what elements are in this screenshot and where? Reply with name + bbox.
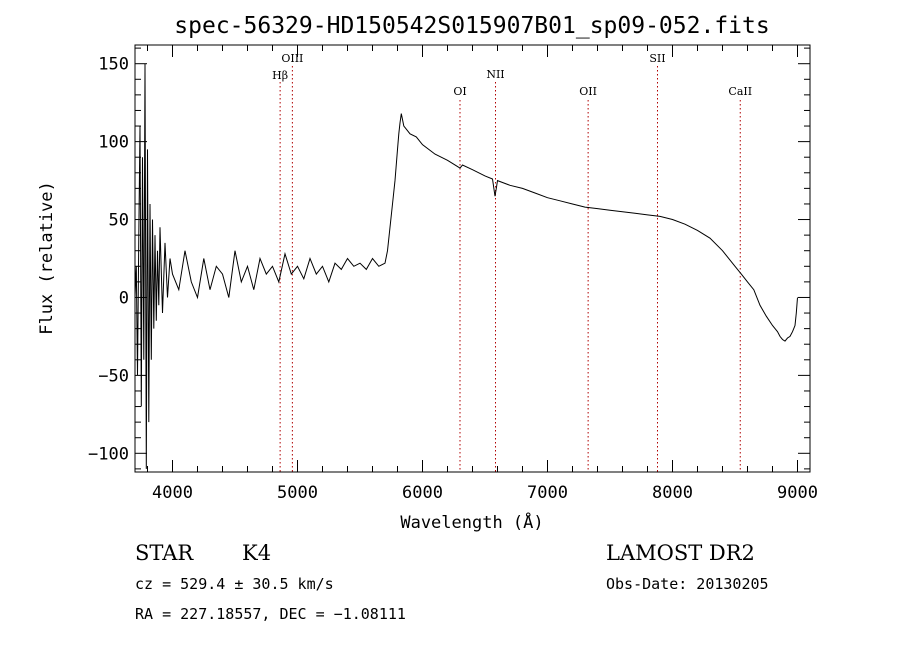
- x-tick-label: 8000: [652, 483, 693, 503]
- spectral-line-markers: Hβ OIII OI NII OII SII CaII: [272, 52, 752, 472]
- y-axis-title: Flux (relative): [37, 181, 57, 335]
- y-axis: −100 −50 0 50 100 150: [88, 47, 810, 470]
- spectral-line-label: OIII: [281, 52, 303, 65]
- x-tick-label: 4000: [152, 483, 193, 503]
- spectral-line-label: NII: [486, 68, 504, 81]
- y-tick-label: 100: [98, 133, 129, 153]
- redshift-velocity: cz = 529.4 ± 30.5 km/s: [135, 575, 334, 593]
- y-tick-label: 50: [109, 211, 129, 231]
- spectrum-series: [135, 63, 798, 469]
- x-tick-label: 5000: [277, 483, 318, 503]
- y-tick-label: −50: [98, 366, 129, 386]
- x-tick-label: 9000: [777, 483, 818, 503]
- sky-coordinates: RA = 227.18557, DEC = −1.08111: [135, 605, 406, 623]
- x-axis: 4000 5000 6000 7000 8000 9000: [147, 45, 818, 503]
- y-tick-label: 150: [98, 55, 129, 75]
- y-tick-label: −100: [88, 444, 129, 464]
- chart-title: spec-56329-HD150542S015907B01_sp09-052.f…: [174, 13, 769, 39]
- x-tick-label: 7000: [527, 483, 568, 503]
- spectral-line-label: OI: [453, 85, 466, 98]
- x-tick-label: 6000: [402, 483, 443, 503]
- spectrum-line: [135, 63, 798, 469]
- observation-date: Obs-Date: 20130205: [606, 575, 769, 593]
- survey-name: LAMOST DR2: [606, 541, 755, 565]
- object-class: STAR: [135, 541, 194, 565]
- spectral-line-label: Hβ: [272, 69, 288, 82]
- spectral-line-label: CaII: [728, 85, 752, 98]
- y-tick-label: 0: [119, 288, 129, 308]
- spectral-line-label: SII: [649, 52, 665, 65]
- spectral-subclass: K4: [242, 541, 271, 565]
- x-axis-title: Wavelength (Å): [400, 511, 543, 533]
- spectral-line-label: OII: [579, 85, 597, 98]
